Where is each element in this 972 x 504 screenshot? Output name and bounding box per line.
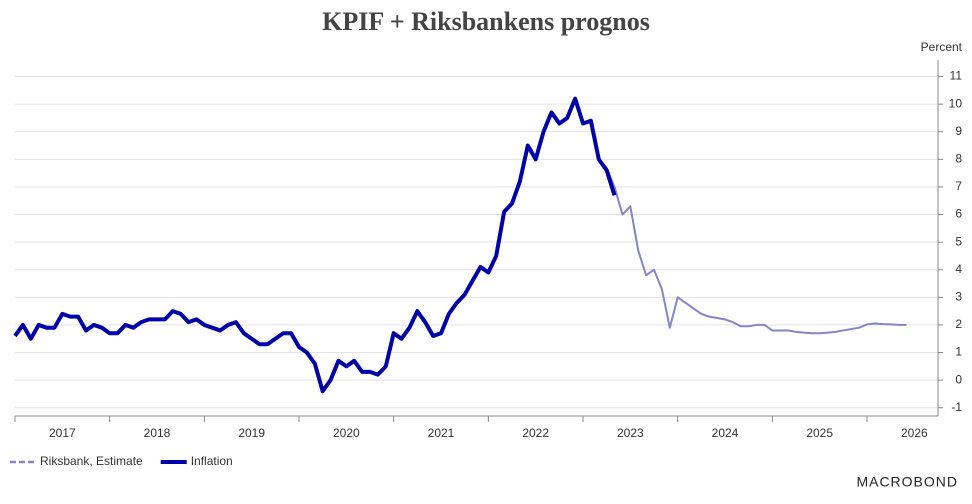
- y-tick-label: 2: [955, 317, 962, 331]
- y-tick-label: 8: [955, 152, 962, 166]
- x-tick-label: 2021: [428, 426, 455, 440]
- x-tick-label: 2022: [522, 426, 549, 440]
- x-tick-label: 2018: [144, 426, 171, 440]
- y-axis-label: Percent: [921, 40, 963, 54]
- x-tick-label: 2019: [238, 426, 265, 440]
- chart-title: KPIF + Riksbankens prognos: [322, 7, 650, 36]
- y-tick-label: 10: [949, 96, 963, 110]
- y-tick-label: 7: [955, 179, 962, 193]
- series-line: [598, 158, 907, 335]
- y-tick-label: 4: [955, 262, 962, 276]
- y-tick-label: 9: [955, 124, 962, 138]
- y-tick-label: 3: [955, 290, 962, 304]
- y-tick-label: 1: [955, 345, 962, 359]
- y-tick-label: 5: [955, 234, 962, 248]
- x-tick-label: 2023: [617, 426, 644, 440]
- x-tick-label: 2017: [49, 426, 76, 440]
- y-tick-label: -1: [951, 400, 962, 414]
- x-tick-label: 2024: [712, 426, 739, 440]
- y-tick-label: 11: [950, 69, 963, 83]
- x-tick-label: 2026: [901, 426, 928, 440]
- y-tick-label: 0: [955, 372, 962, 386]
- x-tick-label: 2025: [806, 426, 833, 440]
- series-line: [13, 96, 617, 394]
- source-logo: MACROBOND: [856, 474, 958, 490]
- x-tick-label: 2020: [333, 426, 360, 440]
- y-tick-label: 6: [955, 207, 962, 221]
- legend-label: Inflation: [191, 454, 233, 468]
- legend-label: Riksbank, Estimate: [40, 454, 143, 468]
